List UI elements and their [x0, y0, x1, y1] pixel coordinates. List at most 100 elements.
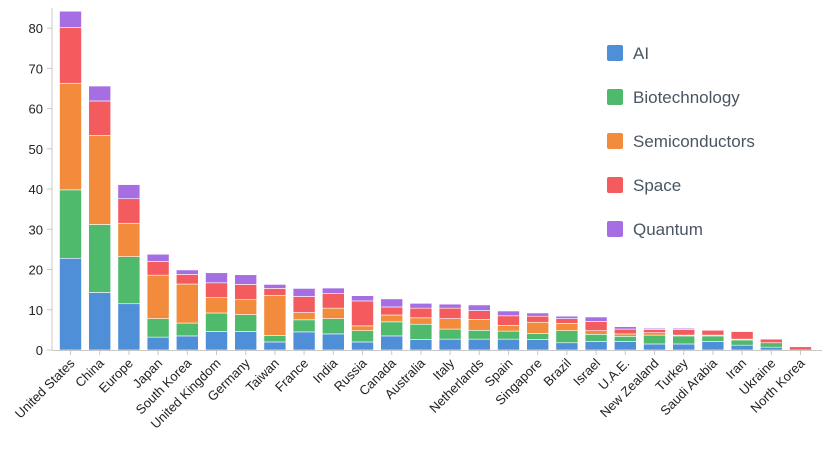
y-tick-label: 20: [29, 263, 43, 278]
bar-segment-japan-semiconductors: [147, 275, 169, 318]
bar-segment-israel-biotechnology: [585, 334, 607, 341]
bar-segment-netherlands-biotechnology: [468, 330, 490, 339]
legend-swatch: [607, 133, 623, 149]
bar-group-italy: [439, 304, 461, 350]
bar-segment-europe-ai: [118, 304, 140, 350]
bar-segment-netherlands-space: [468, 311, 490, 320]
bar-segment-france-semiconductors: [293, 313, 315, 320]
bar-group-brazil: [556, 316, 578, 350]
bar-segment-united-states-semiconductors: [60, 83, 82, 190]
bar-segment-canada-quantum: [381, 299, 403, 307]
legend-swatch: [607, 177, 623, 193]
bar-segment-germany-semiconductors: [235, 300, 257, 315]
bar-segment-netherlands-quantum: [468, 305, 490, 311]
bar-segment-turkey-quantum: [673, 328, 695, 329]
bar-segment-u-a-e-ai: [614, 342, 636, 350]
bar-segment-italy-space: [439, 308, 461, 318]
bar-group-south-korea: [176, 270, 198, 350]
bar-segment-germany-space: [235, 284, 257, 299]
bar-segment-canada-semiconductors: [381, 315, 403, 322]
legend-label: Space: [633, 176, 681, 195]
bar-group-china: [89, 86, 111, 350]
bar-segment-japan-ai: [147, 337, 169, 350]
bar-segment-japan-biotechnology: [147, 319, 169, 338]
legend-swatch: [607, 221, 623, 237]
bar-segment-brazil-semiconductors: [556, 323, 578, 330]
bar-segment-south-korea-quantum: [176, 270, 198, 274]
x-tick-label-brazil: Brazil: [540, 355, 574, 389]
legend-label: Quantum: [633, 220, 703, 239]
y-tick-label: 50: [29, 142, 43, 157]
bar-segment-europe-semiconductors: [118, 223, 140, 256]
bar-segment-new-zealand-ai: [644, 344, 666, 350]
bar-segment-india-semiconductors: [322, 308, 344, 318]
bars: [60, 11, 812, 350]
bar-group-saudi-arabia: [702, 330, 724, 350]
bar-segment-brazil-space: [556, 319, 578, 324]
bar-segment-canada-space: [381, 307, 403, 315]
bar-segment-united-states-quantum: [60, 11, 82, 27]
bar-segment-brazil-ai: [556, 343, 578, 350]
bar-segment-italy-quantum: [439, 304, 461, 308]
bar-segment-china-quantum: [89, 86, 111, 101]
bar-segment-japan-space: [147, 261, 169, 275]
bar-segment-u-a-e-semiconductors: [614, 334, 636, 336]
y-tick-label: 80: [29, 21, 43, 36]
bar-segment-ukraine-ai: [760, 347, 782, 350]
bar-segment-turkey-space: [673, 329, 695, 335]
legend: AI Biotechnology Semiconductors Space Quantu…: [607, 44, 755, 239]
bar-segment-australia-space: [410, 308, 432, 318]
bar-segment-italy-semiconductors: [439, 319, 461, 329]
bar-group-europe: [118, 185, 140, 350]
bar-segment-new-zealand-semiconductors: [644, 333, 666, 335]
legend-item-space[interactable]: Space: [607, 176, 681, 195]
legend-item-quantum[interactable]: Quantum: [607, 220, 703, 239]
bar-segment-turkey-ai: [673, 344, 695, 350]
bar-segment-australia-quantum: [410, 303, 432, 308]
bar-segment-north-korea-space: [790, 347, 812, 350]
bar-segment-singapore-semiconductors: [527, 322, 549, 333]
bar-segment-germany-ai: [235, 331, 257, 350]
bar-group-ukraine: [760, 339, 782, 350]
bar-group-australia: [410, 303, 432, 350]
legend-item-semiconductors[interactable]: Semiconductors: [607, 132, 755, 151]
bar-segment-australia-ai: [410, 340, 432, 350]
bar-segment-singapore-biotechnology: [527, 334, 549, 340]
bar-segment-u-a-e-space: [614, 329, 636, 334]
bar-segment-brazil-quantum: [556, 316, 578, 318]
legend-label: Semiconductors: [633, 132, 755, 151]
legend-item-ai[interactable]: AI: [607, 44, 649, 63]
bar-group-north-korea: [790, 347, 812, 350]
bar-segment-united-states-space: [60, 27, 82, 83]
bar-group-united-states: [60, 11, 82, 350]
bar-segment-china-semiconductors: [89, 136, 111, 225]
bar-segment-spain-biotechnology: [498, 331, 520, 339]
bar-group-iran: [731, 331, 753, 350]
bar-group-u-a-e: [614, 327, 636, 350]
bar-segment-iran-biotechnology: [731, 340, 753, 345]
bar-group-israel: [585, 317, 607, 350]
bar-segment-spain-space: [498, 316, 520, 326]
bar-segment-saudi-arabia-space: [702, 330, 724, 335]
bar-segment-japan-quantum: [147, 254, 169, 261]
bar-segment-singapore-space: [527, 316, 549, 322]
bar-segment-spain-ai: [498, 339, 520, 350]
bar-segment-south-korea-semiconductors: [176, 284, 198, 323]
bar-segment-south-korea-ai: [176, 336, 198, 350]
bar-segment-france-biotechnology: [293, 320, 315, 332]
legend-item-biotechnology[interactable]: Biotechnology: [607, 88, 740, 107]
bar-segment-italy-biotechnology: [439, 329, 461, 339]
legend-label: Biotechnology: [633, 88, 740, 107]
bar-segment-germany-quantum: [235, 275, 257, 285]
y-tick-label: 60: [29, 102, 43, 117]
bar-group-russia: [352, 296, 374, 350]
bar-segment-russia-ai: [352, 342, 374, 350]
y-tick-label: 70: [29, 61, 43, 76]
y-tick-label: 10: [29, 303, 43, 318]
bar-segment-europe-biotechnology: [118, 257, 140, 304]
bar-segment-brazil-biotechnology: [556, 331, 578, 343]
x-tick-label-netherlands: Netherlands: [426, 355, 487, 416]
